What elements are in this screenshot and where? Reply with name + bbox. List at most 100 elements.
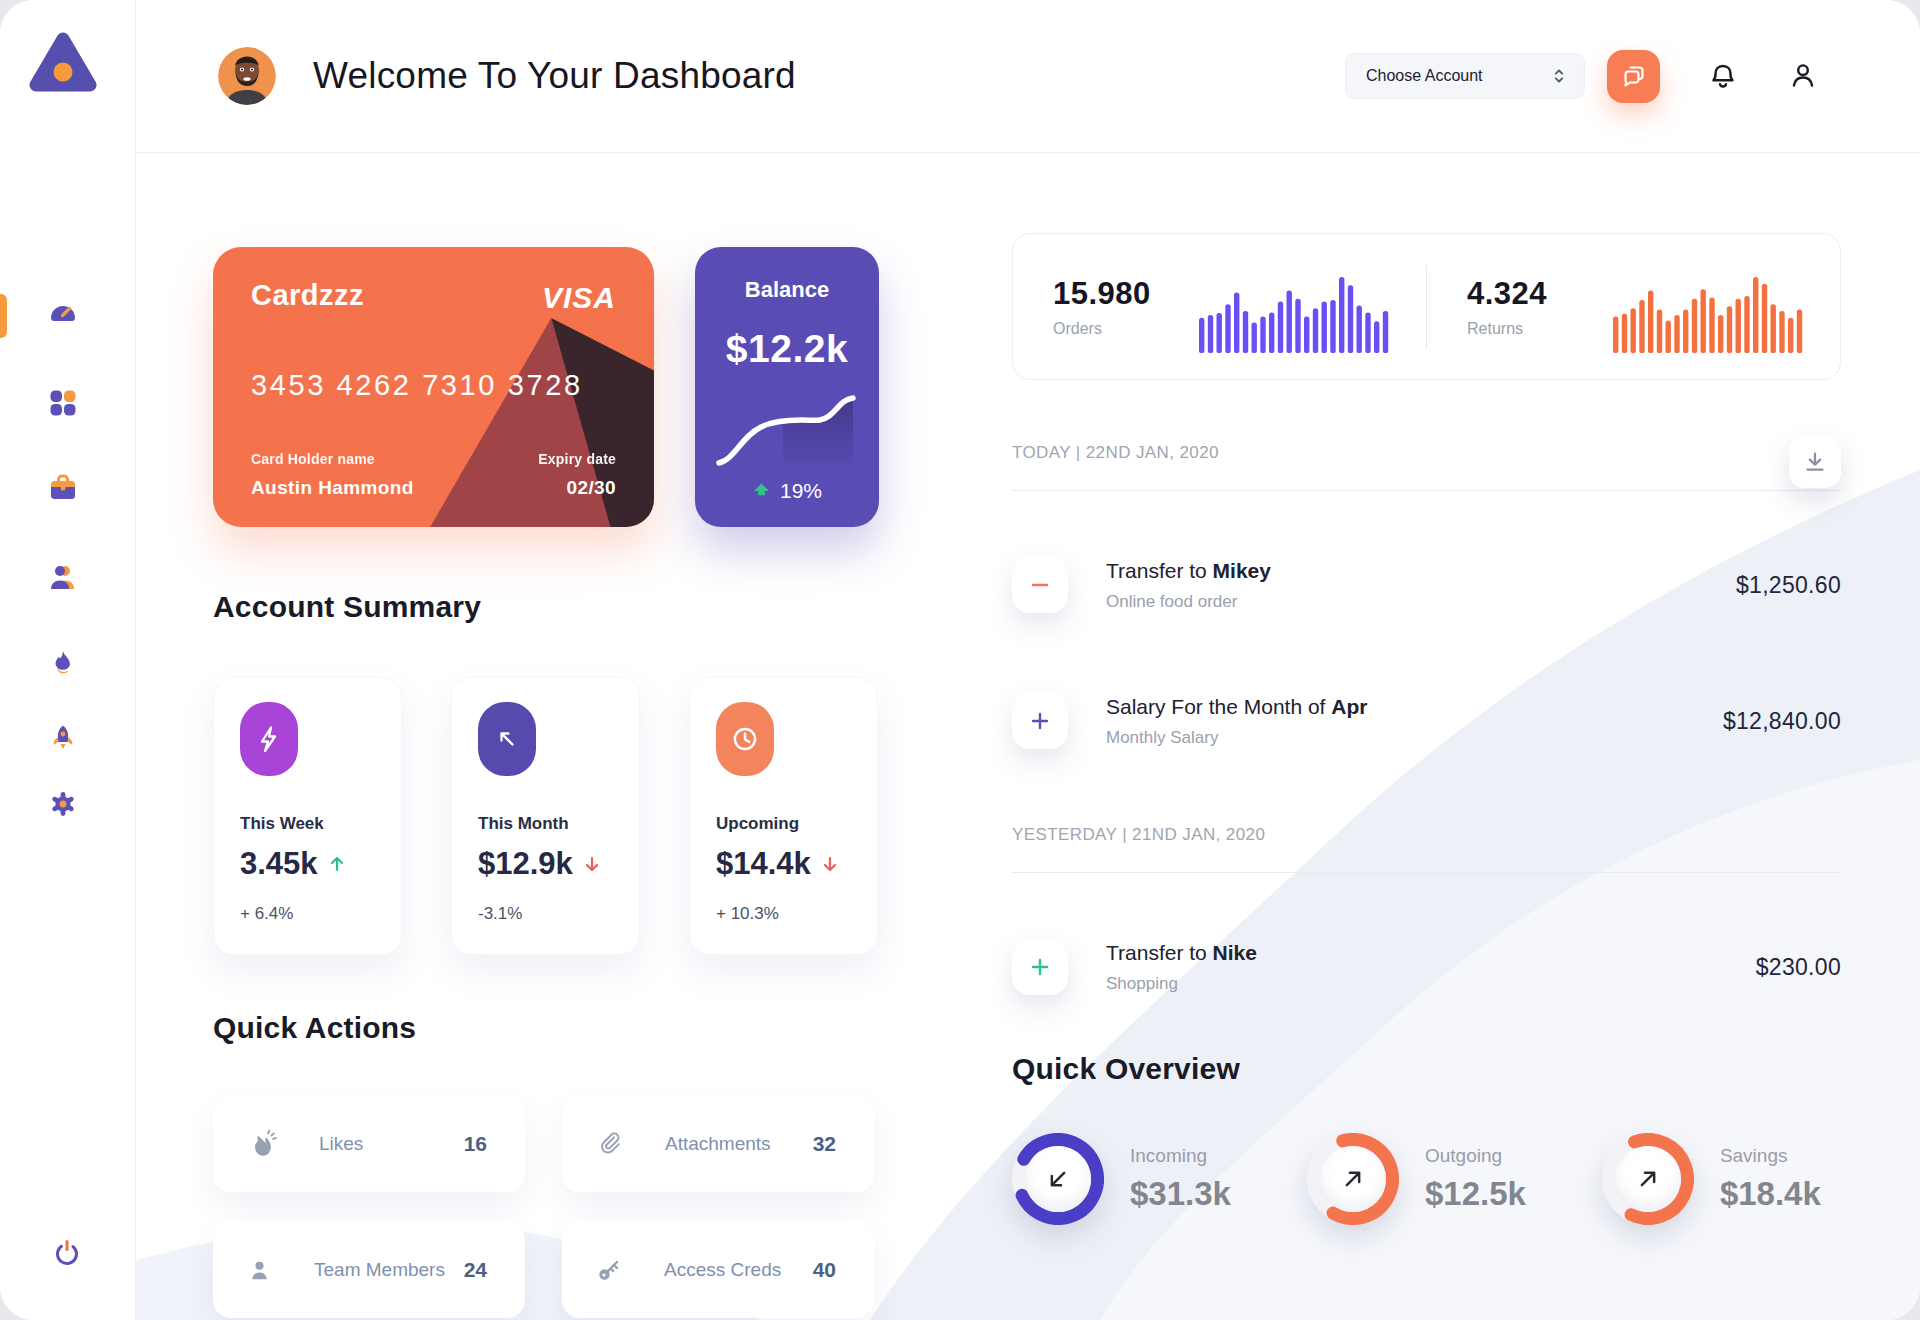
incoming-ring-chart (1012, 1133, 1104, 1225)
transaction-sign (1012, 939, 1068, 995)
chevron-up-down-icon (1548, 65, 1570, 87)
sidebar-item-activity[interactable] (47, 648, 87, 688)
returns-label: Returns (1467, 320, 1613, 338)
transaction-subtitle: Online food order (1106, 592, 1271, 612)
bell-icon (1706, 59, 1740, 93)
returns-value: 4.324 (1467, 276, 1613, 312)
quick-actions-grid: Likes16 Attachments32 Team Members24 Access… (213, 1096, 874, 1318)
card-expiry-date: 02/30 (538, 477, 616, 499)
app-root: Welcome To Your Dashboard Choose Account (0, 0, 1920, 1320)
user-avatar[interactable] (218, 47, 276, 105)
balance-label: Balance (695, 247, 879, 303)
summary-change: + 6.4% (240, 904, 375, 924)
paperclip-icon (596, 1131, 623, 1158)
balance-trend-chart (711, 375, 863, 475)
quick-action-attachments[interactable]: Attachments32 (562, 1096, 874, 1192)
orders-value: 15.980 (1053, 276, 1199, 312)
card-expiry-label: Expiry date (538, 451, 616, 467)
page-title: Welcome To Your Dashboard (313, 55, 796, 97)
trend-down-icon (820, 854, 840, 874)
returns-bar-chart (1613, 273, 1803, 353)
transaction-amount: $230.00 (1756, 954, 1841, 981)
transaction-subtitle: Monthly Salary (1106, 728, 1367, 748)
chat-icon (1618, 60, 1650, 92)
choose-account-label: Choose Account (1366, 67, 1548, 85)
summary-value: 3.45k (240, 846, 375, 882)
quick-overview-row: Incoming $31.3k Outgoing $12.5k Savings … (1012, 1133, 1821, 1225)
trend-up-icon (327, 854, 347, 874)
outgoing-ring-chart (1307, 1133, 1399, 1225)
person-icon (247, 1258, 272, 1283)
apps-icon (47, 387, 79, 419)
transaction-row[interactable]: Transfer to Nike Shopping $230.00 (1012, 939, 1841, 995)
arrow-up-right-icon (1632, 1163, 1664, 1195)
left-column: Cardzzz VISA 3453 4262 7310 3728 Card Ho… (213, 0, 879, 1320)
minus-icon (1027, 572, 1053, 598)
chat-button[interactable] (1607, 50, 1660, 103)
transaction-sign (1012, 693, 1068, 749)
quick-action-likes[interactable]: Likes16 (213, 1096, 525, 1192)
summary-label: Upcoming (716, 814, 851, 834)
visa-logo: VISA (542, 281, 616, 315)
quick-action-access-creds[interactable]: Access Creds40 (562, 1222, 874, 1318)
summary-icon (240, 702, 298, 776)
transaction-title: Transfer to Mikey (1106, 559, 1271, 583)
transaction-amount: $1,250.60 (1736, 572, 1841, 599)
divider (1012, 872, 1841, 873)
quick-action-count: 32 (813, 1132, 836, 1156)
logout-button[interactable] (47, 1234, 87, 1274)
sidebar-item-customers[interactable] (47, 562, 87, 602)
orders-bar-chart (1199, 273, 1389, 353)
app-logo[interactable] (28, 28, 100, 100)
sidebar (0, 0, 136, 1320)
transaction-row[interactable]: Transfer to Mikey Online food order $1,2… (1012, 557, 1841, 613)
overview-outgoing: Outgoing $12.5k (1307, 1133, 1526, 1225)
transaction-row[interactable]: Salary For the Month of Apr Monthly Sala… (1012, 693, 1841, 749)
card-holder-label: Card Holder name (251, 451, 414, 467)
user-icon (1786, 59, 1820, 93)
profile-button[interactable] (1786, 59, 1820, 93)
summary-card-this-week: This Week 3.45k + 6.4% (213, 677, 402, 955)
download-icon (1800, 447, 1830, 477)
summary-icon (478, 702, 536, 776)
transaction-amount: $12,840.00 (1723, 708, 1841, 735)
header: Welcome To Your Dashboard Choose Account (136, 0, 1920, 153)
customers-icon (47, 562, 79, 594)
quick-action-team-members[interactable]: Team Members24 (213, 1222, 525, 1318)
settings-icon (47, 788, 79, 820)
summary-card-upcoming: Upcoming $14.4k + 10.3% (689, 677, 878, 955)
transactions-group-header: YESTERDAY | 21ND JAN, 2020 (1012, 825, 1841, 845)
overview-incoming: Incoming $31.3k (1012, 1133, 1231, 1225)
launch-icon (47, 722, 79, 754)
card-number: 3453 4262 7310 3728 (251, 369, 616, 402)
sidebar-item-settings[interactable] (47, 788, 87, 828)
right-column: 15.980 Orders 4.324 Returns TODAY | 22ND… (1012, 0, 1841, 1320)
notifications-button[interactable] (1706, 59, 1740, 93)
summary-change: + 10.3% (716, 904, 851, 924)
savings-ring-chart (1602, 1133, 1694, 1225)
arrow-up-left-icon (491, 723, 523, 755)
clock-icon (728, 722, 762, 756)
balance-change: 19% (780, 479, 822, 503)
arrow-up-right-icon (1337, 1163, 1369, 1195)
stats-card: 15.980 Orders 4.324 Returns (1012, 233, 1841, 380)
credit-card: Cardzzz VISA 3453 4262 7310 3728 Card Ho… (213, 247, 654, 527)
sidebar-item-projects[interactable] (47, 472, 87, 512)
sidebar-item-dashboard[interactable] (47, 296, 87, 336)
summary-change: -3.1% (478, 904, 613, 924)
header-actions: Choose Account (1345, 50, 1920, 103)
sidebar-item-launch[interactable] (47, 722, 87, 762)
download-button[interactable] (1789, 436, 1841, 488)
transaction-title: Salary For the Month of Apr (1106, 695, 1367, 719)
choose-account-select[interactable]: Choose Account (1345, 53, 1585, 99)
power-icon (51, 1237, 83, 1269)
summary-card-this-month: This Month $12.9k -3.1% (451, 677, 640, 955)
quick-overview-title: Quick Overview (1012, 1052, 1240, 1086)
balance-value: $12.2k (695, 327, 879, 371)
transactions-group-header: TODAY | 22ND JAN, 2020 (1012, 443, 1841, 463)
plus-icon (1027, 954, 1053, 980)
sidebar-item-apps[interactable] (47, 387, 87, 427)
summary-label: This Week (240, 814, 375, 834)
transactions-list: TODAY | 22ND JAN, 2020 Transfer to Mikey… (1012, 443, 1841, 995)
transaction-title: Transfer to Nike (1106, 941, 1257, 965)
